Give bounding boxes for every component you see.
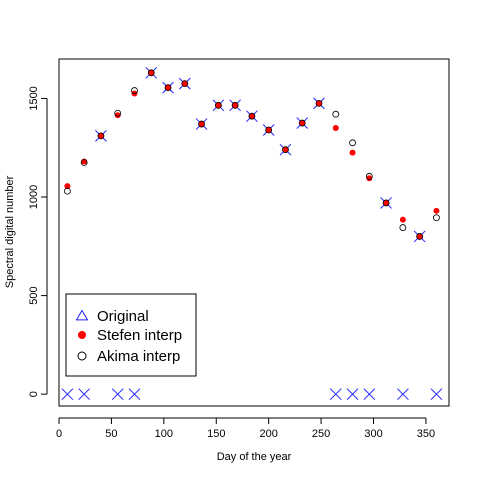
original-point xyxy=(128,388,141,401)
akima-interp-point xyxy=(399,224,407,231)
akima-interp-point xyxy=(231,101,239,109)
akima-interp-point xyxy=(416,233,424,240)
x-marker-stroke xyxy=(111,388,124,401)
stefen-interp-point xyxy=(265,126,272,133)
stefen-interp-point xyxy=(416,233,423,240)
stefen-interp-point xyxy=(148,69,155,76)
data-marks xyxy=(61,66,443,401)
x-tick-label: 350 xyxy=(417,428,435,440)
original-point xyxy=(430,388,443,401)
stefen-interp-point xyxy=(433,207,440,214)
x-marker-stroke xyxy=(397,388,409,401)
stefen-interp-point xyxy=(64,183,71,190)
legend: Original Stefen interp Akima interp xyxy=(65,293,197,377)
stefen-interp-point xyxy=(97,132,104,139)
x-marker-stroke xyxy=(346,388,359,401)
akima-interp-point xyxy=(265,126,273,134)
x-tick-label: 0 xyxy=(56,428,62,440)
x-axis: 0 50 100 150 200 250 300 350 xyxy=(56,417,435,440)
original-point xyxy=(363,388,376,401)
y-axis-label: Spectral digital number xyxy=(4,175,16,288)
stefen-interp-point xyxy=(299,120,306,127)
stefen-interp-point xyxy=(349,149,356,156)
x-axis-label: Day of the year xyxy=(217,451,292,463)
akima-interp-point xyxy=(382,199,390,207)
akima-interp-point xyxy=(164,84,172,91)
stefen-interp-point xyxy=(383,199,390,206)
x-marker-stroke xyxy=(61,388,74,401)
akima-interp-point xyxy=(433,214,440,222)
legend-label: Original xyxy=(97,308,149,325)
x-marker-stroke xyxy=(363,388,376,401)
original-point xyxy=(397,388,409,401)
legend-box xyxy=(65,293,197,377)
stefen-interp-point xyxy=(316,100,322,107)
akima-interp-point xyxy=(114,109,122,117)
legend-open-circle-icon xyxy=(77,351,87,361)
stefen-interp-point xyxy=(215,102,222,109)
akima-interp-point xyxy=(131,87,138,94)
akima-interp-point xyxy=(315,99,323,107)
stefen-interp-point xyxy=(232,102,239,109)
legend-label: Stefen interp xyxy=(97,327,182,344)
stefen-interp-point xyxy=(332,125,339,132)
legend-triangle-icon xyxy=(75,309,89,321)
legend-label: Akima interp xyxy=(97,348,180,365)
akima-interp-point xyxy=(349,139,356,147)
original-point xyxy=(61,388,74,401)
y-tick-label: 0 xyxy=(28,391,40,397)
akima-interp-point xyxy=(282,146,289,154)
x-marker-stroke xyxy=(430,388,443,401)
x-marker-stroke xyxy=(329,388,342,401)
x-tick-label: 100 xyxy=(155,428,173,440)
original-point xyxy=(111,388,124,401)
stefen-interp-point xyxy=(114,112,121,119)
stefen-interp-point xyxy=(282,146,289,153)
y-axis: 0 500 1000 1500 xyxy=(28,86,48,397)
plot-area-frame xyxy=(58,58,450,407)
akima-interp-point xyxy=(214,101,222,109)
original-point xyxy=(78,388,91,401)
y-tick-label: 1000 xyxy=(28,185,40,209)
stefen-interp-point xyxy=(399,216,406,223)
x-tick-label: 300 xyxy=(364,428,382,440)
original-point xyxy=(329,388,342,401)
akima-interp-point xyxy=(332,110,340,118)
stefen-interp-point xyxy=(181,80,188,87)
akima-interp-point xyxy=(181,80,189,88)
original-point xyxy=(346,388,359,401)
y-tick-label: 500 xyxy=(28,286,40,304)
x-tick-label: 200 xyxy=(259,428,277,440)
akima-interp-point xyxy=(298,119,306,127)
akima-interp-point xyxy=(248,112,256,120)
akima-interp-point xyxy=(63,187,71,195)
akima-interp-point xyxy=(97,132,105,140)
akima-interp-point xyxy=(80,159,88,166)
x-tick-label: 150 xyxy=(207,428,225,440)
stefen-interp-point xyxy=(198,121,205,128)
stefen-interp-point xyxy=(165,84,172,91)
stefen-interp-point xyxy=(366,175,373,182)
x-tick-label: 50 xyxy=(105,428,117,440)
x-marker-stroke xyxy=(128,388,141,401)
legend-filled-circle-icon xyxy=(78,331,86,339)
x-marker-stroke xyxy=(78,388,91,401)
y-tick-label: 1500 xyxy=(28,86,40,110)
x-tick-label: 250 xyxy=(312,428,330,440)
akima-interp-point xyxy=(198,120,205,128)
stefen-interp-point xyxy=(248,113,255,120)
akima-interp-point xyxy=(365,172,373,180)
akima-interp-point xyxy=(147,69,155,77)
